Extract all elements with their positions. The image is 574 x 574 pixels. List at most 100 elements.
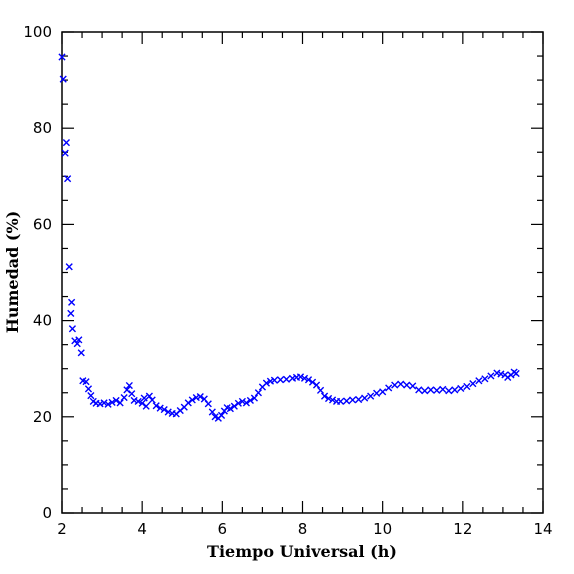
data-point (84, 385, 93, 393)
data-point (361, 394, 369, 402)
data-point (62, 139, 70, 147)
data-point (134, 397, 142, 405)
data-point (142, 402, 150, 410)
data-point (184, 399, 192, 407)
y-tick-label: 100 (23, 23, 52, 41)
data-point (246, 396, 254, 405)
data-point (64, 175, 72, 183)
data-point (433, 386, 441, 394)
data-point (65, 263, 73, 271)
data-point (282, 375, 291, 383)
data-point (230, 402, 238, 410)
y-tick-label: 20 (33, 408, 52, 426)
data-point (308, 378, 317, 386)
data-point (481, 375, 489, 383)
y-tick-label: 0 (42, 504, 52, 522)
data-point (152, 402, 160, 410)
data-point (487, 372, 495, 380)
x-tick-label: 8 (298, 520, 308, 538)
data-point (415, 386, 423, 394)
data-point (397, 380, 405, 388)
x-tick-label: 2 (57, 520, 67, 538)
data-point (140, 394, 148, 402)
x-axis-label: Tiempo Universal (h) (207, 542, 397, 561)
data-point (138, 399, 146, 407)
data-point (112, 396, 120, 405)
data-point (403, 381, 411, 389)
data-point (276, 376, 285, 384)
data-point (512, 369, 520, 378)
data-point (463, 382, 471, 391)
data-point (104, 400, 112, 408)
data-point (145, 392, 153, 400)
data-point (67, 309, 75, 317)
data-point (421, 387, 429, 395)
data-point (234, 399, 242, 407)
data-point (77, 349, 85, 357)
data-point (242, 399, 250, 407)
data-point (125, 381, 133, 390)
y-tick-label: 60 (33, 215, 52, 233)
tick-labels: 2 4 6 8 10 12 14 0 20 40 60 80 100 (23, 23, 552, 538)
y-tick-label: 80 (33, 119, 52, 137)
data-point (439, 385, 447, 393)
data-points (58, 53, 520, 422)
data-point (108, 398, 116, 406)
x-tick-label: 12 (453, 520, 472, 538)
data-point (250, 394, 258, 402)
y-axis-label: Humedad (%) (3, 211, 22, 334)
data-point (61, 149, 69, 157)
data-point (73, 340, 81, 348)
data-point (343, 397, 351, 405)
data-point (58, 53, 66, 61)
data-point (204, 400, 212, 408)
data-point (226, 405, 234, 413)
data-point (336, 397, 345, 405)
data-point (445, 387, 453, 395)
data-point (188, 396, 196, 404)
data-point (457, 384, 465, 393)
plot-frame (61, 31, 544, 514)
data-point (316, 386, 325, 394)
data-point (320, 392, 329, 400)
data-point (217, 411, 226, 419)
data-point (148, 396, 156, 404)
data-point (68, 298, 76, 306)
x-tick-label: 6 (218, 520, 228, 538)
data-point (355, 395, 363, 404)
data-point (270, 376, 279, 384)
data-point (75, 336, 83, 344)
data-point (120, 393, 128, 402)
data-point (391, 381, 399, 389)
data-point (427, 386, 435, 394)
axis-ticks (61, 31, 544, 514)
data-point (451, 386, 459, 394)
data-point (116, 399, 124, 407)
data-point (312, 381, 321, 389)
data-point (211, 413, 219, 421)
data-point (373, 389, 381, 397)
data-point (208, 408, 216, 416)
data-point (82, 378, 90, 386)
data-point (304, 376, 313, 384)
data-point (68, 325, 77, 333)
data-point (409, 382, 417, 390)
data-point (196, 393, 204, 401)
data-point (160, 405, 168, 414)
x-tick-label: 14 (533, 520, 552, 538)
data-point (475, 377, 483, 385)
data-point (254, 389, 262, 397)
data-point (128, 390, 136, 398)
data-point (59, 75, 67, 83)
x-tick-label: 4 (137, 520, 147, 538)
data-point (367, 392, 375, 400)
y-tick-label: 40 (33, 312, 52, 330)
data-point (469, 380, 477, 388)
data-point (262, 379, 271, 387)
data-point (379, 388, 387, 396)
data-point (87, 392, 95, 400)
data-point (349, 396, 357, 404)
x-tick-label: 10 (373, 520, 392, 538)
data-point (385, 384, 393, 392)
